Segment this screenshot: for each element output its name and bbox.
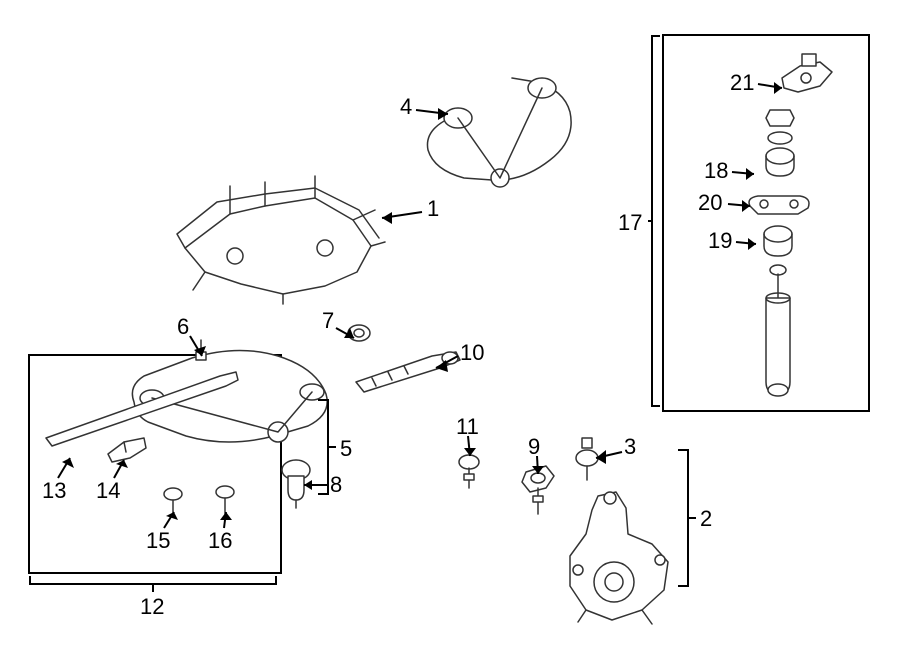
callout-14: 14 xyxy=(96,478,120,504)
callout-17: 17 xyxy=(618,210,642,236)
arrow-14 xyxy=(110,454,130,480)
callout-5: 5 xyxy=(340,436,352,462)
arrow-21 xyxy=(756,78,788,92)
bracket-5 xyxy=(316,398,336,496)
arrow-10 xyxy=(428,352,460,372)
arrow-18 xyxy=(730,166,760,178)
bracket-2 xyxy=(676,448,696,588)
callout-3: 3 xyxy=(624,434,636,460)
callout-15: 15 xyxy=(146,528,170,554)
part-18-stack xyxy=(752,106,808,186)
part-4-upper-control-arm xyxy=(414,60,584,190)
part-1-crossmember xyxy=(175,176,385,304)
arrow-15 xyxy=(160,508,180,530)
part-shock-body xyxy=(758,262,798,398)
callout-13: 13 xyxy=(42,478,66,504)
arrow-13 xyxy=(54,452,76,480)
parts-diagram: 1 4 6 7 10 11 9 3 8 13 14 xyxy=(0,0,900,661)
callout-2: 2 xyxy=(700,506,712,532)
arrow-19 xyxy=(734,236,762,248)
arrow-6 xyxy=(186,334,208,362)
bracket-17 xyxy=(648,34,662,408)
callout-19: 19 xyxy=(708,228,732,254)
arrow-3 xyxy=(588,446,624,462)
callout-16: 16 xyxy=(208,528,232,554)
arrow-7 xyxy=(334,324,360,342)
arrow-16 xyxy=(218,508,232,530)
arrow-11 xyxy=(460,434,476,462)
callout-1: 1 xyxy=(427,196,439,222)
callout-4: 4 xyxy=(400,94,412,120)
callout-12: 12 xyxy=(140,594,164,620)
bracket-12 xyxy=(28,574,278,592)
arrow-1 xyxy=(372,206,426,222)
arrow-20 xyxy=(726,198,756,210)
callout-7: 7 xyxy=(322,308,334,334)
callout-21: 21 xyxy=(730,70,754,96)
callout-10: 10 xyxy=(460,340,484,366)
part-2-steering-knuckle xyxy=(556,490,676,630)
callout-20: 20 xyxy=(698,190,722,216)
part-19-bushing xyxy=(758,224,798,258)
callout-18: 18 xyxy=(704,158,728,184)
arrow-9 xyxy=(530,454,544,480)
arrow-4 xyxy=(414,102,458,118)
